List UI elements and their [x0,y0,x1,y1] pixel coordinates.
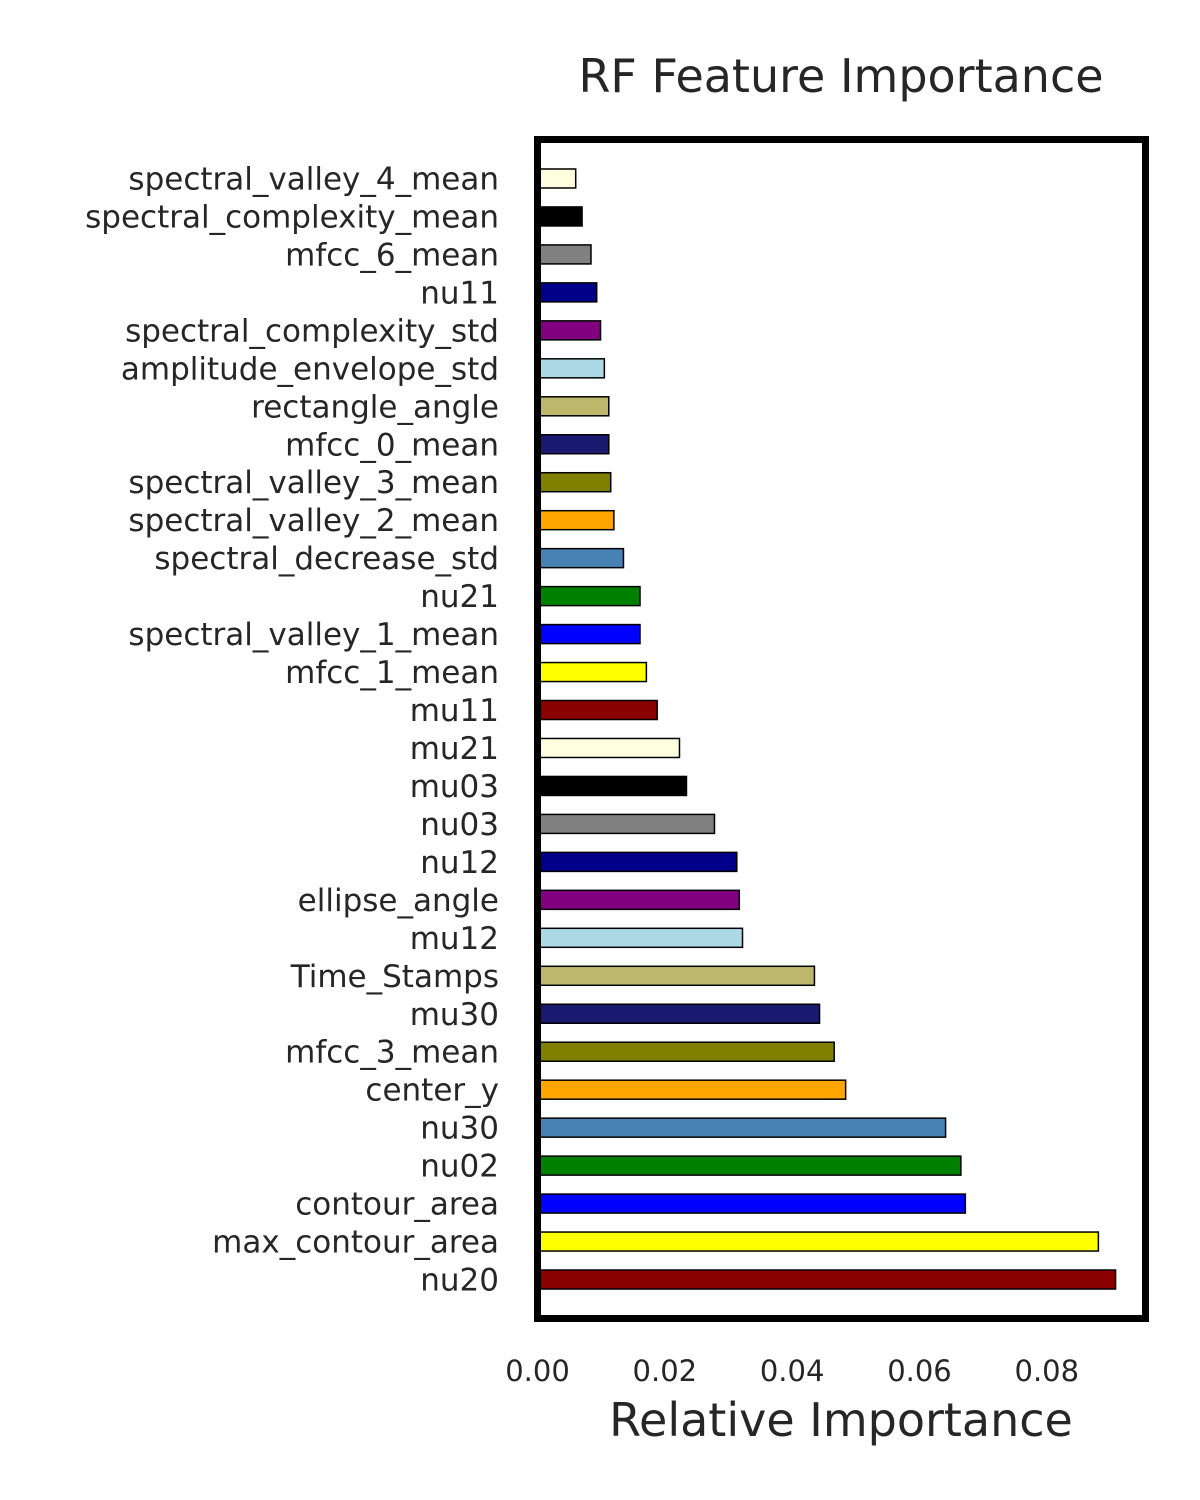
y-tick-label: nu02 [420,1149,499,1185]
x-axis-label: Relative Importance [609,1393,1073,1447]
x-tick-label: 0.00 [505,1354,570,1388]
bar-max_contour_area [536,1231,1100,1252]
chart-title: RF Feature Importance [578,49,1103,103]
bar-Time_Stamps [536,965,816,987]
bar-rectangle_angle [536,396,610,417]
y-tick-label: nu12 [420,845,499,881]
bar-mu30 [536,1003,821,1024]
y-tick-label: spectral_valley_4_mean [128,161,499,197]
bar-nu11 [536,282,598,303]
bar-mu12 [536,927,744,949]
bar-spectral_decrease_std [536,547,625,569]
y-tick-label: mfcc_6_mean [285,237,499,273]
y-tick-label: mu21 [410,731,499,767]
bar-mu21 [536,737,681,759]
bar-contour_area [536,1193,967,1214]
y-tick-label: mfcc_0_mean [285,427,499,463]
x-tick-label: 0.08 [1015,1354,1080,1388]
y-tick-label: rectangle_angle [251,389,499,425]
y-tick-label: spectral_valley_3_mean [128,465,499,501]
bar-nu21 [536,585,641,607]
bar-nu12 [536,851,738,873]
y-tick-label: nu30 [420,1111,499,1147]
y-tick-label: contour_area [295,1187,499,1223]
y-tick-label: nu11 [420,275,499,311]
bars-group [536,168,1117,1290]
y-tick-label: nu21 [420,579,499,615]
y-tick-label: nu20 [420,1263,499,1299]
bar-nu03 [536,813,716,835]
y-tick-label: max_contour_area [212,1225,499,1261]
bar-mfcc_6_mean [536,244,592,265]
y-tick-label: ellipse_angle [298,883,499,919]
y-tick-label: mu12 [410,921,499,957]
bar-mfcc_3_mean [536,1041,835,1062]
bar-spectral_valley_2_mean [536,509,615,531]
x-tick-labels: 0.00 0.02 0.04 0.06 0.08 [505,1354,1079,1388]
bar-spectral_complexity_mean [536,206,583,227]
y-tick-label: amplitude_envelope_std [121,351,499,387]
y-tick-label: mu30 [410,997,499,1033]
bar-mfcc_0_mean [536,434,610,455]
y-tick-label: mu11 [410,693,499,729]
y-tick-label: nu03 [420,807,499,843]
bar-center_y [536,1079,847,1100]
plot-frame [534,136,1149,1322]
y-tick-label: mu03 [410,769,499,805]
bar-mfcc_1_mean [536,661,648,683]
x-tick-label: 0.04 [760,1354,825,1388]
y-tick-label: spectral_valley_1_mean [128,617,499,653]
y-tick-label: spectral_valley_2_mean [128,503,499,539]
y-tick-label: Time_Stamps [290,959,499,995]
y-tick-label: center_y [365,1073,499,1109]
bar-spectral_valley_4_mean [536,168,577,189]
y-tick-label: spectral_complexity_mean [85,199,499,235]
bar-ellipse_angle [536,889,741,911]
bar-nu20 [536,1269,1117,1290]
y-tick-label: mfcc_1_mean [285,655,499,691]
bar-spectral_valley_3_mean [536,471,612,493]
y-tick-label: mfcc_3_mean [285,1035,499,1071]
bar-mu03 [536,775,688,797]
bar-spectral_valley_1_mean [536,623,641,645]
x-tick-label: 0.02 [633,1354,698,1388]
y-tick-labels: nu20max_contour_areacontour_areanu02nu30… [85,161,499,1298]
y-tick-label: spectral_complexity_std [125,313,499,349]
bar-mu11 [536,699,658,721]
bar-nu30 [536,1117,947,1138]
bar-amplitude_envelope_std [536,358,606,379]
y-tick-label: spectral_decrease_std [154,541,499,577]
x-tick-label: 0.06 [887,1354,952,1388]
bar-nu02 [536,1155,962,1176]
bar-spectral_complexity_std [536,320,602,341]
